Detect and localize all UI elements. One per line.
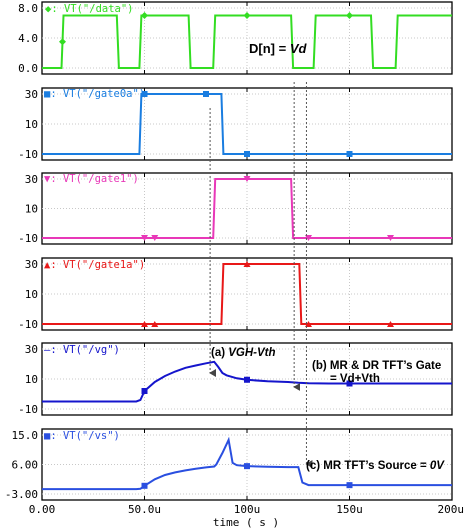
data-marker <box>59 38 66 46</box>
data-marker <box>151 321 159 327</box>
data-marker <box>243 176 251 182</box>
y-tick-label: -3.00 <box>5 488 38 501</box>
x-axis-label: time ( s ) <box>213 516 279 529</box>
x-tick-label: 200u <box>438 503 465 516</box>
data-marker <box>346 12 353 19</box>
panel-4: -10 10 30 ▲: VT("/gate1a") <box>18 257 453 331</box>
chart-panels: 0.0 4.0 8.0 ◆: VT("/data") -10 10 30 ■: VT("/ga… <box>5 1 453 501</box>
y-tick-label: 0.0 <box>18 62 38 75</box>
y-tick-label: 10 <box>25 373 38 386</box>
x-tick-label: 0.00 <box>29 503 56 516</box>
panel-5: -10 10 30 –: VT("/vg") <box>18 342 453 416</box>
series-line <box>42 14 452 69</box>
data-marker <box>141 482 148 489</box>
y-tick-label: 30 <box>25 88 38 101</box>
data-marker <box>346 151 353 157</box>
data-marker <box>305 321 312 327</box>
data-marker <box>244 376 250 383</box>
x-tick-label: 150u <box>336 503 363 516</box>
data-marker <box>141 235 148 241</box>
series-line <box>42 436 452 491</box>
annotations: D[n] = Vd (a) VGH-Vth (b) MR & DR TFT’s Ga… <box>211 41 445 472</box>
annotation-text: (c) MR TFT’s Source = 0V <box>306 460 445 472</box>
y-tick-label: 4.0 <box>18 32 38 45</box>
y-tick-label: 10 <box>25 203 38 216</box>
annotation-text: (a) VGH-Vth <box>211 347 276 359</box>
legend-entry: ■: VT("/gate0a") <box>44 88 145 100</box>
annotation-text: (b) MR & DR TFT’s Gate <box>312 360 441 372</box>
legend-entry: ▲: VT("/gate1a") <box>44 259 145 271</box>
series-line <box>42 178 452 239</box>
y-tick-label: -10 <box>18 232 38 245</box>
y-tick-label: -10 <box>18 148 38 161</box>
y-tick-label: 30 <box>25 173 38 186</box>
y-tick-label: 30 <box>25 258 38 271</box>
y-tick-label: 30 <box>25 343 38 356</box>
y-tick-label: 6.00 <box>12 459 39 472</box>
x-axis: 0.00 50.0u 100u 150u 200u time ( s ) <box>29 503 464 529</box>
y-tick-label: 15.0 <box>12 429 39 442</box>
legend-entry: ■: VT("/vs") <box>44 430 120 442</box>
legend-entry: ◆: VT("/data") <box>45 3 134 15</box>
data-marker <box>151 235 159 241</box>
panel-6: -3.00 6.00 15.0 ■: VT("/vs") <box>5 428 453 501</box>
y-tick-label: -10 <box>18 403 38 416</box>
x-tick-label: 50.0u <box>128 503 161 516</box>
y-tick-label: 8.0 <box>18 2 38 15</box>
series-line <box>42 263 452 325</box>
data-marker <box>305 235 312 241</box>
panel-3: -10 10 30 ▼: VT("/gate1") <box>18 172 453 245</box>
legend-entry: ▼: VT("/gate1") <box>44 173 139 185</box>
annotation-arrows <box>209 82 313 468</box>
y-tick-label: -10 <box>18 318 38 331</box>
y-tick-label: 10 <box>25 288 38 301</box>
data-marker <box>244 463 250 470</box>
panel-1: 0.0 4.0 8.0 ◆: VT("/data") <box>18 1 453 75</box>
series-line <box>42 360 452 403</box>
data-marker <box>244 151 250 157</box>
annotation-text: D[n] = Vd <box>249 41 307 56</box>
data-marker <box>243 12 251 19</box>
data-marker <box>243 261 251 267</box>
panel-2: -10 10 30 ■: VT("/gate0a") <box>18 87 453 161</box>
data-marker <box>387 235 394 241</box>
x-tick-label: 100u <box>234 503 261 516</box>
data-marker <box>141 12 148 19</box>
data-marker <box>387 321 394 327</box>
annotation-text: = Vd+Vth <box>330 373 380 385</box>
data-marker <box>141 321 148 327</box>
data-marker <box>346 380 353 387</box>
series-line <box>42 93 452 155</box>
data-marker <box>141 388 148 394</box>
data-marker <box>203 91 209 97</box>
legend-entry: –: VT("/vg") <box>44 344 120 356</box>
data-marker <box>141 91 148 97</box>
y-tick-label: 10 <box>25 118 38 131</box>
data-marker <box>346 482 353 489</box>
